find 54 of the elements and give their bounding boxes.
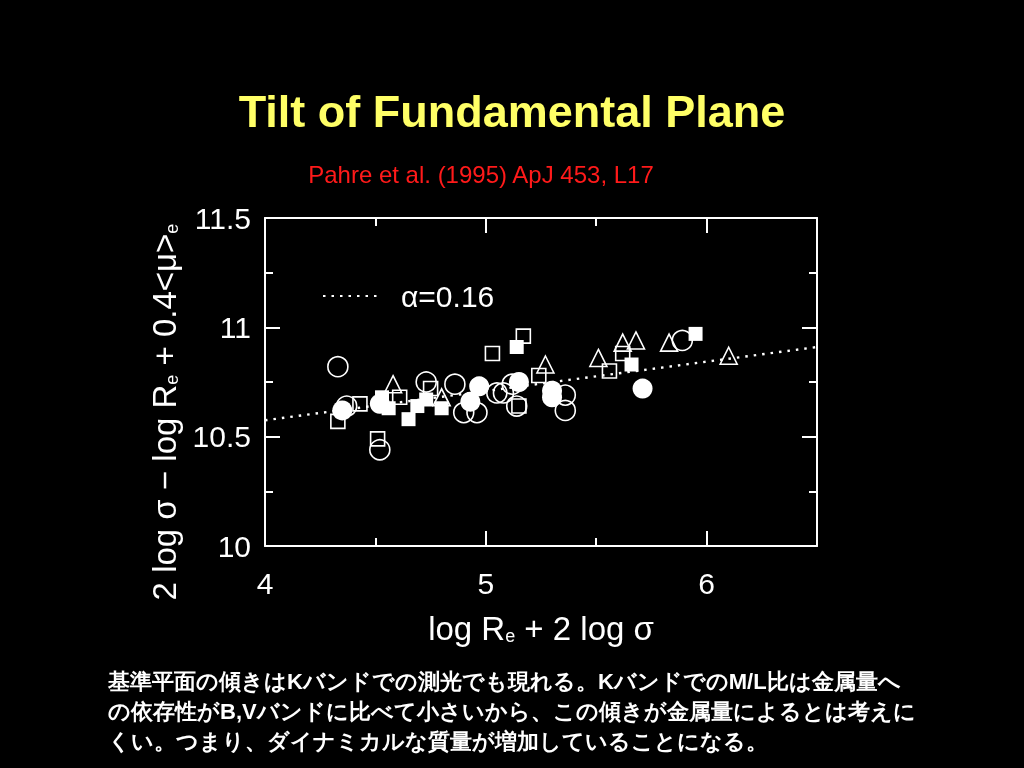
y-axis-title: 2 log σ − log Re + 0.4<μ>e: [146, 223, 183, 601]
y-tick-label: 10: [217, 529, 251, 563]
point: [327, 355, 349, 378]
text: Pahre et al. (1995) ApJ 453, L17: [308, 160, 654, 188]
point: [659, 333, 679, 352]
point: [671, 329, 694, 352]
point: [444, 373, 466, 395]
point: [391, 389, 408, 406]
point: [508, 372, 529, 392]
x-tick-label: 4: [256, 566, 274, 600]
point: [381, 401, 396, 416]
point: [492, 382, 515, 404]
point: [330, 413, 346, 430]
x-tick-label: 5: [477, 566, 495, 600]
point: [466, 401, 488, 424]
y-tick-label: 11.5: [194, 201, 251, 235]
point: [536, 355, 555, 374]
legend-label: α=0.16: [401, 279, 495, 313]
point: [335, 395, 358, 417]
point: [432, 388, 451, 407]
x-axis-title: log Re + 2 log σ: [428, 610, 654, 647]
y-tick-label: 10.5: [192, 420, 251, 454]
point: [484, 345, 501, 362]
point: [515, 328, 532, 344]
point: [626, 331, 646, 350]
point: [332, 400, 353, 421]
point: [369, 438, 391, 461]
point: [719, 346, 738, 366]
point: [613, 333, 632, 352]
point: [589, 348, 608, 368]
point: [688, 326, 703, 341]
point: [614, 345, 631, 362]
point: [505, 395, 528, 417]
point: [509, 340, 524, 355]
point: [460, 391, 481, 412]
point: [554, 399, 577, 422]
y-tick-label: 11: [219, 310, 251, 344]
point: [352, 396, 368, 412]
text: 基準平面の傾きはKバンドでの測光でも現れる。KバンドでのM/L比は金属量への依存性がB,Vバンドに比べて小さいから、この傾きが金属量によるとは考えにくい。つまり、ダイナミカルな質量が増加していることになる。: [108, 668, 917, 756]
point: [452, 401, 475, 424]
x-tick-label: 6: [698, 566, 715, 600]
chart-title: Tilt of Fundamental Plane: [238, 86, 786, 137]
point: [530, 367, 547, 384]
point: [383, 374, 403, 394]
point: [419, 392, 434, 407]
point: [601, 363, 618, 379]
point: [434, 401, 449, 416]
point: [469, 376, 490, 397]
point: [624, 357, 639, 372]
point: [401, 412, 416, 427]
point: [486, 382, 508, 404]
point: [369, 431, 386, 447]
point: [632, 378, 653, 399]
point: [415, 371, 437, 393]
